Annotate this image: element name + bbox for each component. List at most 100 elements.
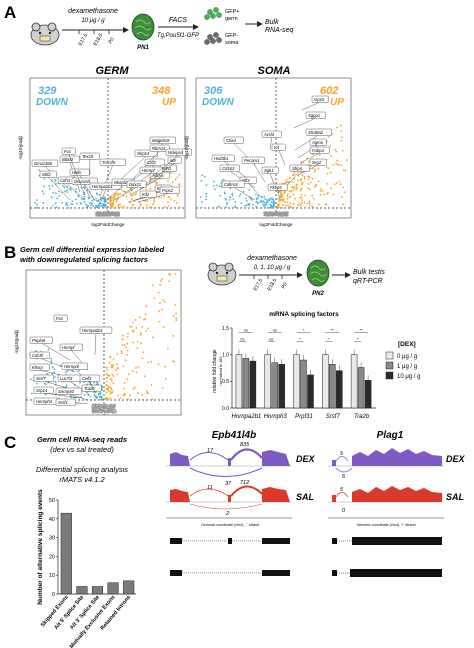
rmats-bar	[91, 586, 104, 595]
qpcr-bar	[329, 364, 336, 409]
gene-label: Mageb16	[152, 138, 170, 143]
coord-label-2: Genomic coordinate (chr4), '+' strand	[357, 523, 416, 527]
volcano-point-up	[311, 194, 314, 197]
volcano-point-down	[86, 189, 89, 191]
volcano-point-up	[162, 299, 165, 301]
germ-xlabel: log2FoldChange	[91, 222, 125, 227]
volcano-point-ns	[105, 409, 107, 412]
volcano-point-up	[297, 174, 300, 177]
volcano-point-up	[336, 159, 339, 162]
volcano-point-up	[135, 366, 137, 369]
volcano-point-up	[306, 202, 309, 205]
volcano-point-ns	[282, 214, 285, 217]
gene-label-box	[79, 374, 100, 382]
volcano-point-down	[225, 198, 228, 201]
gene-label: Nkapl2	[114, 180, 128, 185]
volcano-point-up	[145, 204, 148, 207]
volcano-point-down	[95, 397, 98, 400]
volcano-point-down	[205, 192, 208, 195]
volcano-point-up	[281, 195, 284, 198]
rmats-bar	[76, 586, 88, 595]
a-day-1: E17.5	[78, 32, 90, 47]
volcano-point-up	[115, 199, 118, 201]
gene-label: Cd163	[222, 166, 235, 171]
volcano-point-ns	[112, 404, 115, 407]
volcano-point-up	[168, 273, 170, 275]
volcano-point-up	[304, 206, 307, 209]
volcano-point-down	[262, 203, 264, 206]
sal-coverage	[170, 489, 190, 502]
qpcr-bar	[307, 374, 314, 409]
soma-down-label: DOWN	[202, 97, 234, 108]
volcano-point-up	[145, 188, 147, 191]
volcano-point-down	[78, 369, 80, 372]
a-pn-label: PN1	[137, 45, 149, 51]
rmats-ytick: 0	[52, 592, 55, 598]
volcano-point-down	[53, 375, 56, 378]
gene-label-box	[149, 144, 170, 152]
volcano-point-ns	[276, 213, 279, 216]
volcano-point-up	[132, 387, 135, 390]
volcano-point-down	[43, 177, 46, 180]
gene-label: Nlrp14	[137, 151, 150, 156]
volcano-point-up	[121, 338, 124, 341]
gene-label-box	[99, 158, 126, 166]
dex-junction-skip: 37	[225, 481, 232, 487]
volcano-point-up	[105, 391, 108, 394]
volcano-point-down	[45, 383, 47, 386]
volcano-point-up	[176, 194, 179, 197]
volcano-point-down	[234, 206, 237, 208]
qpcr-sig: ns	[244, 327, 248, 332]
volcano-point-down	[100, 397, 103, 400]
volcano-point-up	[299, 204, 302, 207]
volcano-point-up	[117, 394, 120, 397]
panel-b-letter: B	[4, 243, 16, 262]
volcano-point-up	[307, 183, 310, 185]
volcano-point-up	[178, 173, 181, 176]
volcano-point-ns	[108, 405, 111, 408]
b-day-3: P0	[281, 282, 289, 290]
volcano-point-ns	[263, 212, 265, 215]
volcano-point-up	[155, 181, 158, 184]
volcano-point-up	[111, 203, 114, 205]
volcano-point-up	[105, 396, 108, 399]
volcano-point-up	[126, 378, 129, 381]
gene-label: Gpx3	[314, 97, 325, 102]
a-rnaseq: RNA-seq	[265, 27, 294, 34]
gene-label-box	[59, 155, 80, 163]
volcano-point-up	[130, 194, 133, 197]
volcano-point-up	[292, 174, 295, 177]
volcano-point-up	[298, 202, 301, 205]
volcano-point-up	[110, 199, 112, 202]
volcano-point-down	[97, 204, 100, 207]
volcano-point-up	[317, 203, 320, 206]
volcano-point-down	[99, 198, 102, 201]
volcano-point-up	[153, 200, 156, 203]
volcano-point-up	[317, 167, 320, 170]
gene-label: Nfl3	[242, 178, 250, 183]
gene-label-box	[33, 374, 54, 382]
volcano-point-down	[87, 394, 90, 397]
volcano-point-ns	[92, 412, 94, 414]
volcano-point-down	[255, 197, 258, 200]
volcano-point-ns	[113, 212, 116, 214]
volcano-point-up	[167, 179, 169, 182]
volcano-point-up	[161, 278, 164, 281]
volcano-point-up	[300, 162, 303, 165]
gene-label: Mtr	[170, 158, 177, 163]
volcano-point-up	[139, 332, 142, 335]
volcano-point-up	[157, 291, 160, 294]
volcano-point-up	[151, 398, 154, 401]
gene-label: Prps2	[162, 188, 174, 193]
volcano-point-down	[66, 191, 69, 194]
c-subheading-1: Differential splicing analysis	[36, 465, 128, 474]
volcano-point-up	[144, 318, 147, 320]
volcano-point-ns	[113, 407, 115, 409]
qpcr-bar	[278, 364, 285, 409]
volcano-point-up	[338, 180, 341, 183]
volcano-point-ns	[101, 410, 104, 413]
volcano-point-ns	[103, 410, 106, 412]
volcano-point-up	[330, 187, 332, 189]
volcano-point-up	[112, 375, 115, 377]
volcano-point-up	[126, 342, 129, 345]
